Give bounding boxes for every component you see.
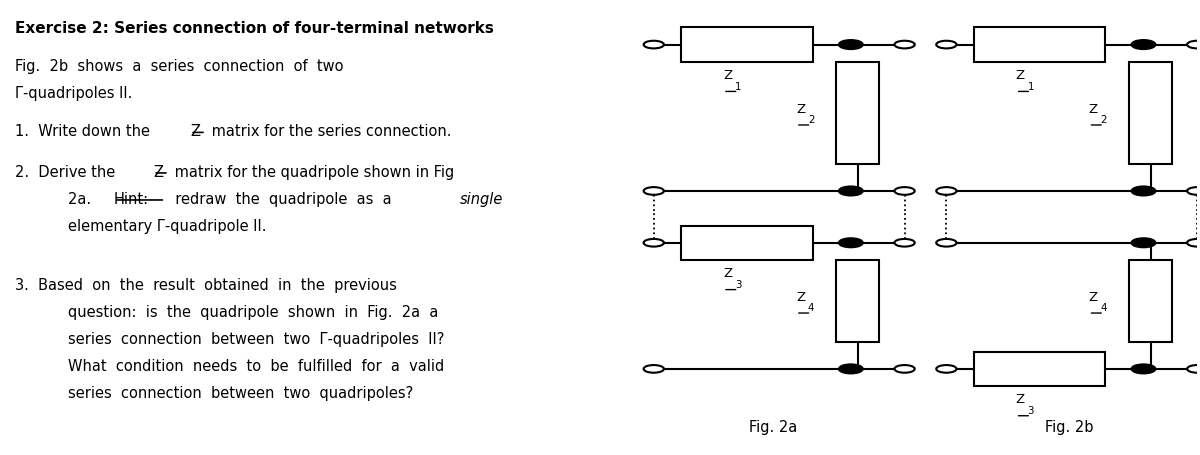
Text: series  connection  between  two  quadripoles?: series connection between two quadripole…	[68, 385, 414, 400]
Circle shape	[894, 42, 914, 49]
Text: 2a.: 2a.	[68, 192, 101, 207]
Circle shape	[1187, 365, 1200, 373]
Text: 2: 2	[808, 115, 815, 125]
Circle shape	[839, 364, 863, 374]
Text: 3: 3	[734, 279, 742, 289]
Bar	[974, 352, 1105, 386]
Text: Exercise 2: Series connection of four-terminal networks: Exercise 2: Series connection of four-te…	[14, 21, 493, 35]
Text: Z: Z	[724, 69, 732, 82]
Text: 2.  Derive the: 2. Derive the	[14, 165, 120, 180]
Bar	[1129, 260, 1172, 342]
Text: single: single	[461, 192, 504, 207]
Bar	[682, 28, 812, 62]
Circle shape	[894, 188, 914, 195]
Circle shape	[936, 188, 956, 195]
Text: redraw  the  quadripole  as  a: redraw the quadripole as a	[167, 192, 397, 207]
Circle shape	[1132, 239, 1156, 248]
Text: 1: 1	[1027, 81, 1034, 91]
Circle shape	[643, 365, 664, 373]
Circle shape	[1132, 187, 1156, 196]
Text: elementary Γ-quadripole II.: elementary Γ-quadripole II.	[68, 218, 266, 233]
Text: Z: Z	[724, 267, 732, 279]
Circle shape	[936, 365, 956, 373]
Circle shape	[1132, 41, 1156, 50]
Text: Z: Z	[191, 124, 200, 139]
Text: question:  is  the  quadripole  shown  in  Fig.  2a  a: question: is the quadripole shown in Fig…	[68, 304, 439, 319]
Circle shape	[1187, 188, 1200, 195]
Bar	[836, 62, 880, 165]
Circle shape	[1187, 42, 1200, 49]
Text: 4: 4	[1100, 303, 1106, 313]
Text: Z: Z	[154, 165, 163, 180]
Text: matrix for the quadripole shown in Fig: matrix for the quadripole shown in Fig	[170, 165, 455, 180]
Text: Hint:: Hint:	[114, 192, 149, 207]
Text: Z: Z	[1015, 393, 1025, 405]
Circle shape	[643, 188, 664, 195]
Text: 3.  Based  on  the  result  obtained  in  the  previous: 3. Based on the result obtained in the p…	[14, 277, 396, 292]
Text: series  connection  between  two  Γ-quadripoles  II?: series connection between two Γ-quadripo…	[68, 331, 445, 346]
Text: 1.  Write down the: 1. Write down the	[14, 124, 155, 139]
Text: 1: 1	[734, 81, 742, 91]
Text: What  condition  needs  to  be  fulfilled  for  a  valid: What condition needs to be fulfilled for…	[68, 358, 445, 373]
Text: matrix for the series connection.: matrix for the series connection.	[208, 124, 451, 139]
Circle shape	[839, 239, 863, 248]
Circle shape	[839, 187, 863, 196]
Circle shape	[1132, 364, 1156, 374]
Circle shape	[936, 42, 956, 49]
Circle shape	[643, 239, 664, 247]
Circle shape	[894, 365, 914, 373]
Bar	[682, 226, 812, 260]
Text: Z: Z	[1088, 102, 1098, 115]
Text: Fig.  2b  shows  a  series  connection  of  two: Fig. 2b shows a series connection of two	[14, 59, 343, 74]
Text: Fig. 2b: Fig. 2b	[1045, 420, 1093, 434]
Bar	[836, 260, 880, 342]
Circle shape	[936, 239, 956, 247]
Text: 4: 4	[808, 303, 815, 313]
Text: Fig. 2a: Fig. 2a	[749, 420, 797, 434]
Bar	[1129, 62, 1172, 165]
Text: Z: Z	[796, 102, 805, 115]
Text: 2: 2	[1100, 115, 1106, 125]
Text: Z: Z	[796, 290, 805, 303]
Text: Γ-quadripoles II.: Γ-quadripoles II.	[14, 86, 132, 101]
Circle shape	[643, 42, 664, 49]
Bar	[974, 28, 1105, 62]
Text: 3: 3	[1027, 405, 1034, 415]
Circle shape	[839, 41, 863, 50]
Circle shape	[894, 239, 914, 247]
Circle shape	[1187, 239, 1200, 247]
Text: Z: Z	[1088, 290, 1098, 303]
Text: Z: Z	[1015, 69, 1025, 82]
